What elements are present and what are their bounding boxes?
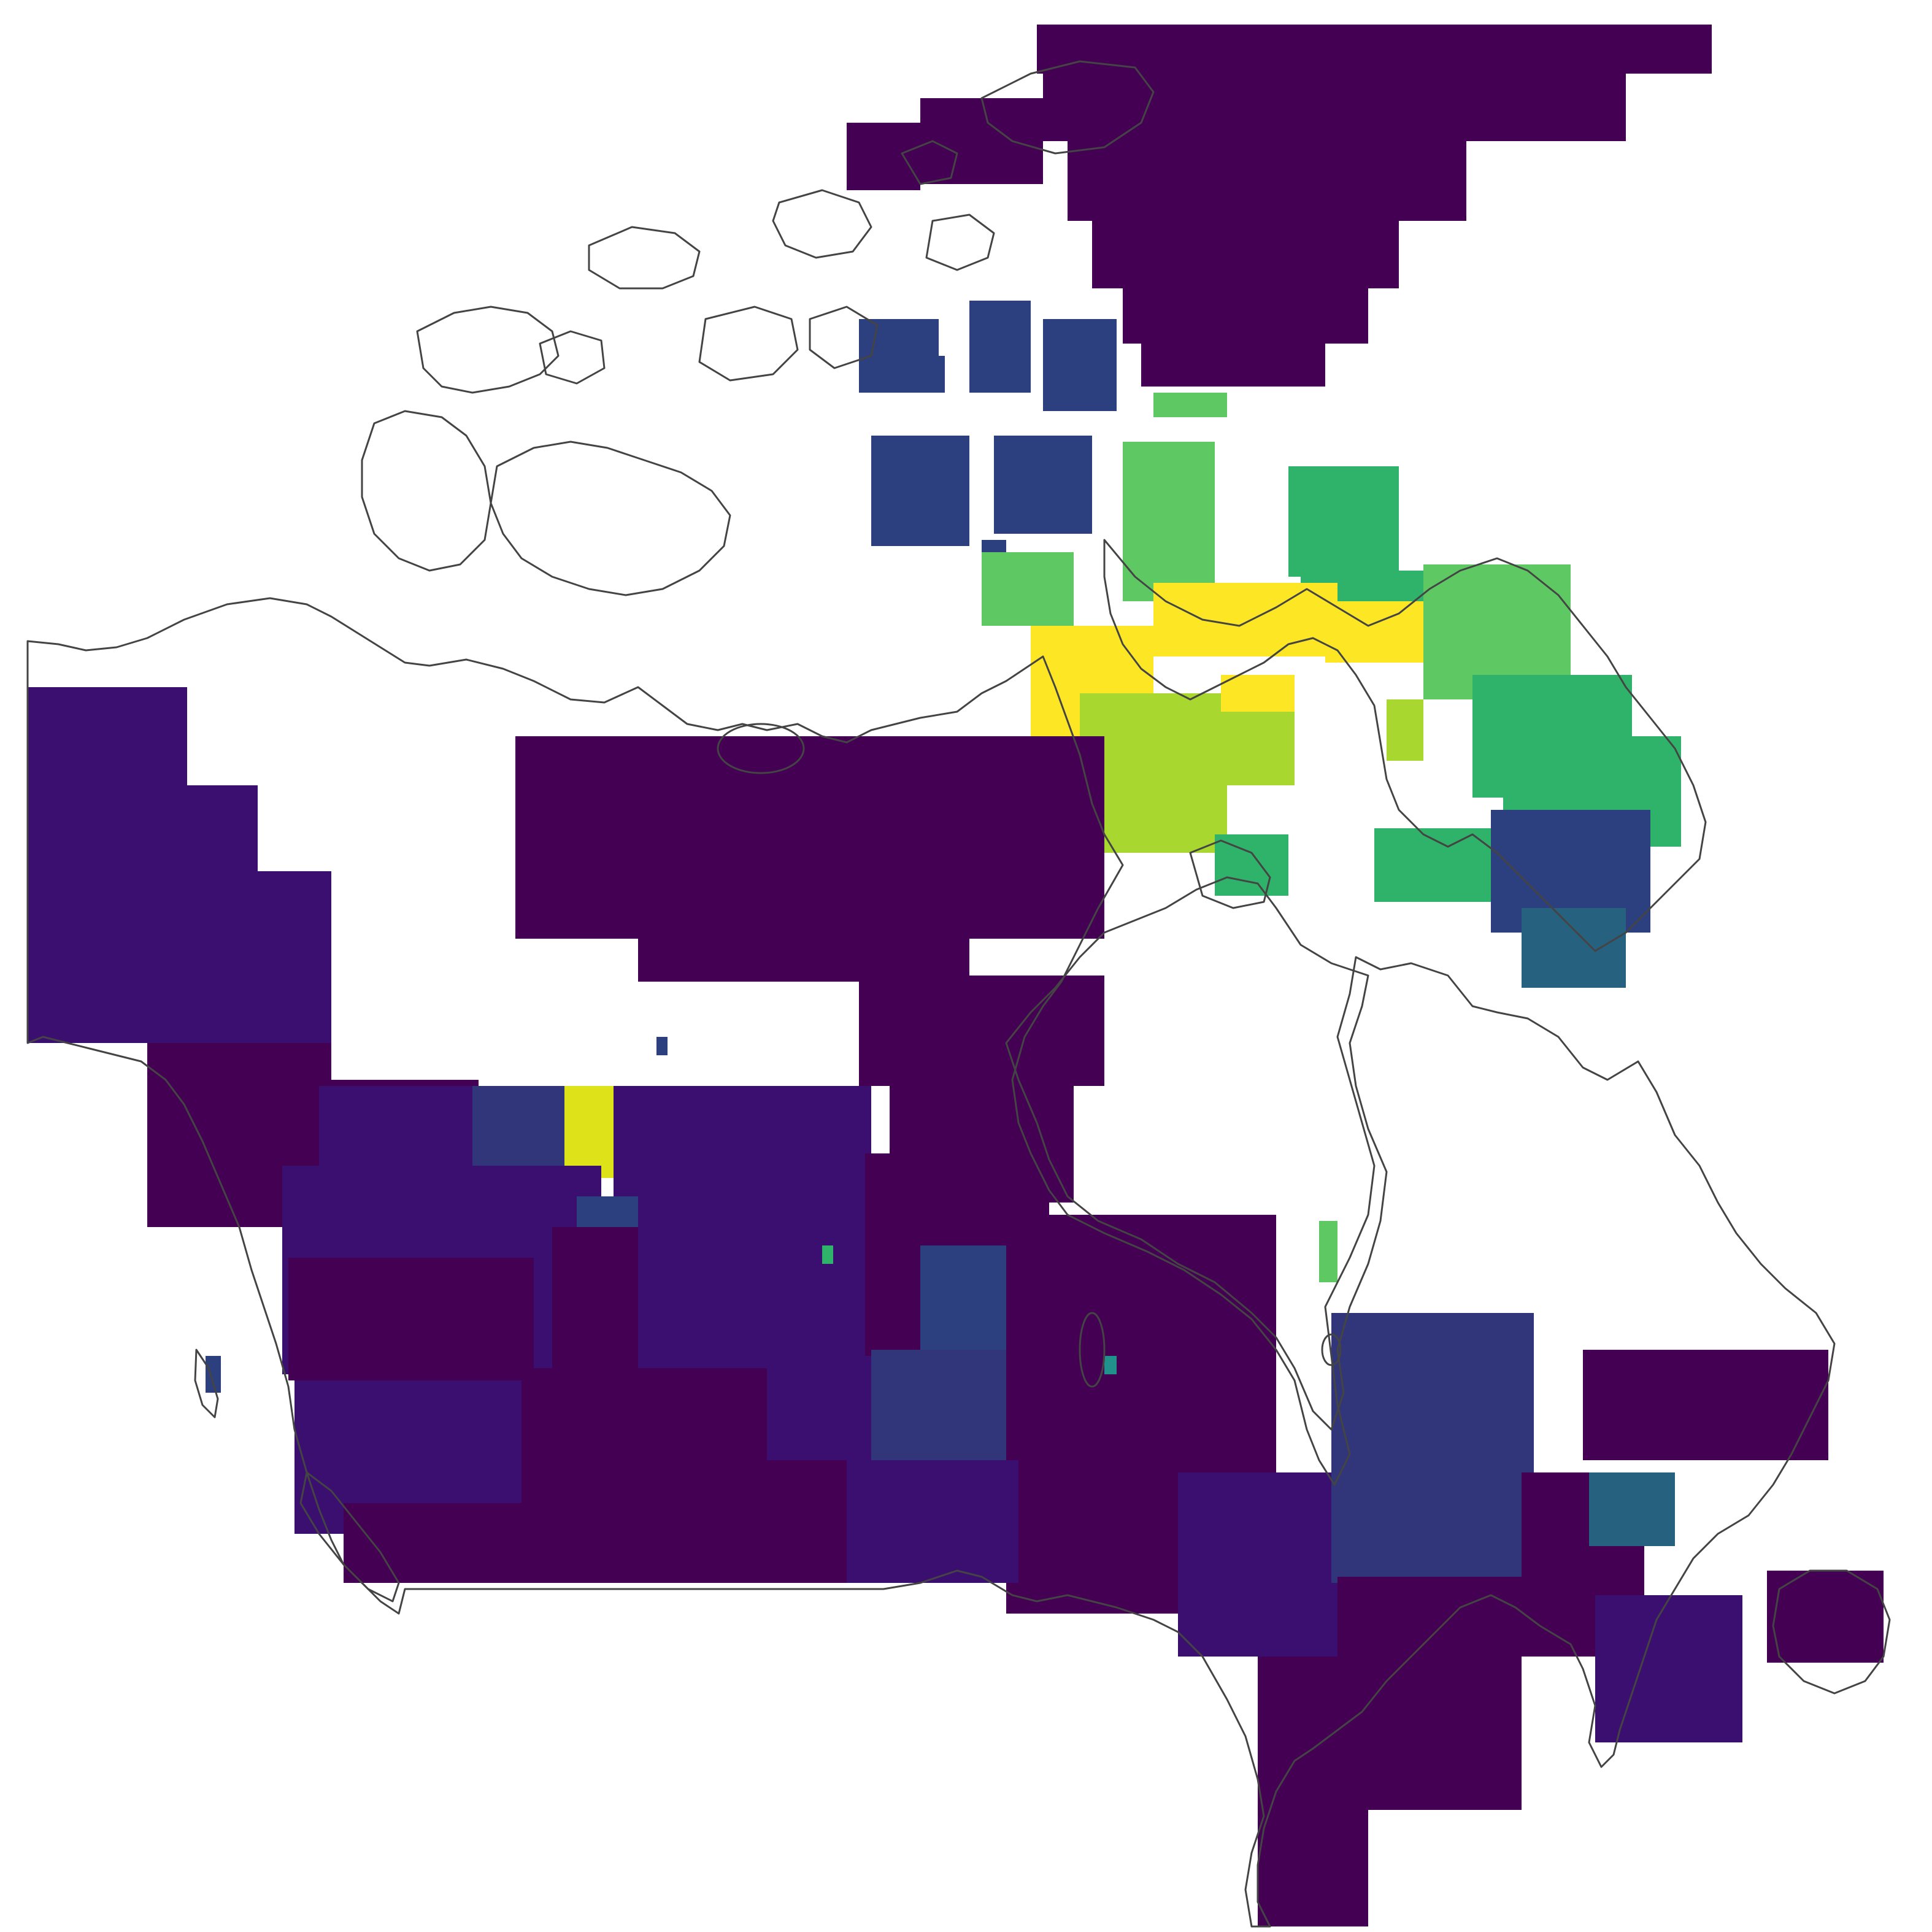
data-cell [1767,1571,1884,1663]
data-cell [1595,1595,1742,1742]
data-cell [564,1086,620,1178]
data-cell [515,736,1104,939]
vancouver-island-coastline [299,1471,400,1603]
data-cell [206,1356,221,1393]
data-cell [172,871,331,1043]
data-cell [656,1037,668,1055]
data-cell [1037,25,1712,74]
data-cell [994,436,1092,534]
data-cell [1141,344,1325,387]
data-cell [614,1086,871,1301]
arctic-island-8-coastline [901,140,958,185]
data-cell [1288,466,1399,577]
queen-elizabeth-islands-coastline [416,306,560,394]
data-cell [1387,699,1423,761]
data-cell [1043,67,1626,141]
data-cell [552,1227,638,1374]
data-cell [1123,442,1215,601]
data-cell [1178,1472,1337,1657]
data-cell [1153,393,1227,417]
data-cell [1092,215,1399,288]
data-cell [1583,1350,1828,1460]
arctic-island-2-coastline [772,189,872,259]
data-cell [871,436,969,546]
data-cell [1104,1356,1117,1374]
banks-island-coastline [361,410,492,572]
data-cell [1184,712,1295,785]
data-cell [871,1350,1031,1472]
data-cell [1215,834,1288,896]
lake-winnipeg [1079,1312,1106,1388]
data-cell [859,976,1104,1086]
arctic-island-7-coastline [980,60,1155,155]
arctic-island-4-coastline [698,306,799,382]
data-cell [1331,1313,1534,1583]
james-bay-island [1321,1333,1342,1366]
data-cell [969,301,1031,393]
data-cell [288,1258,534,1380]
data-cell [638,939,969,982]
data-cell [847,123,920,190]
arctic-island-1-coastline [588,226,701,290]
data-cell [1068,135,1466,221]
arctic-island-3-coastline [925,214,995,271]
baffin-island-coastline [1103,539,1707,952]
data-cell [896,356,945,393]
data-cell [1319,1221,1337,1282]
data-cell [1043,319,1117,411]
victoria-island-coastline [490,441,731,596]
data-cells [28,25,1884,1926]
data-cell [1350,1644,1522,1767]
data-cell [822,1245,833,1264]
data-cell [982,552,1074,626]
data-cell [1589,1472,1675,1546]
data-cell [847,1460,1018,1583]
hudson-bay-coastline [1005,876,1388,1431]
coastline-outlines [26,60,1891,1928]
arctic-island-6-coastline [809,306,879,369]
data-cell [920,98,1043,184]
mainland-coastline [26,597,1836,1928]
data-cell [1153,583,1337,656]
data-cell [1123,282,1368,344]
arctic-island-5-coastline [539,330,606,385]
newfoundland-coastline [1772,1569,1891,1695]
data-cell [663,1460,847,1583]
southampton-island-coastline [1189,839,1271,909]
data-cell [1325,601,1423,663]
haida-gwaii-coastline [194,1349,219,1418]
data-cell [1522,908,1626,988]
great-bear-lake [717,723,805,774]
